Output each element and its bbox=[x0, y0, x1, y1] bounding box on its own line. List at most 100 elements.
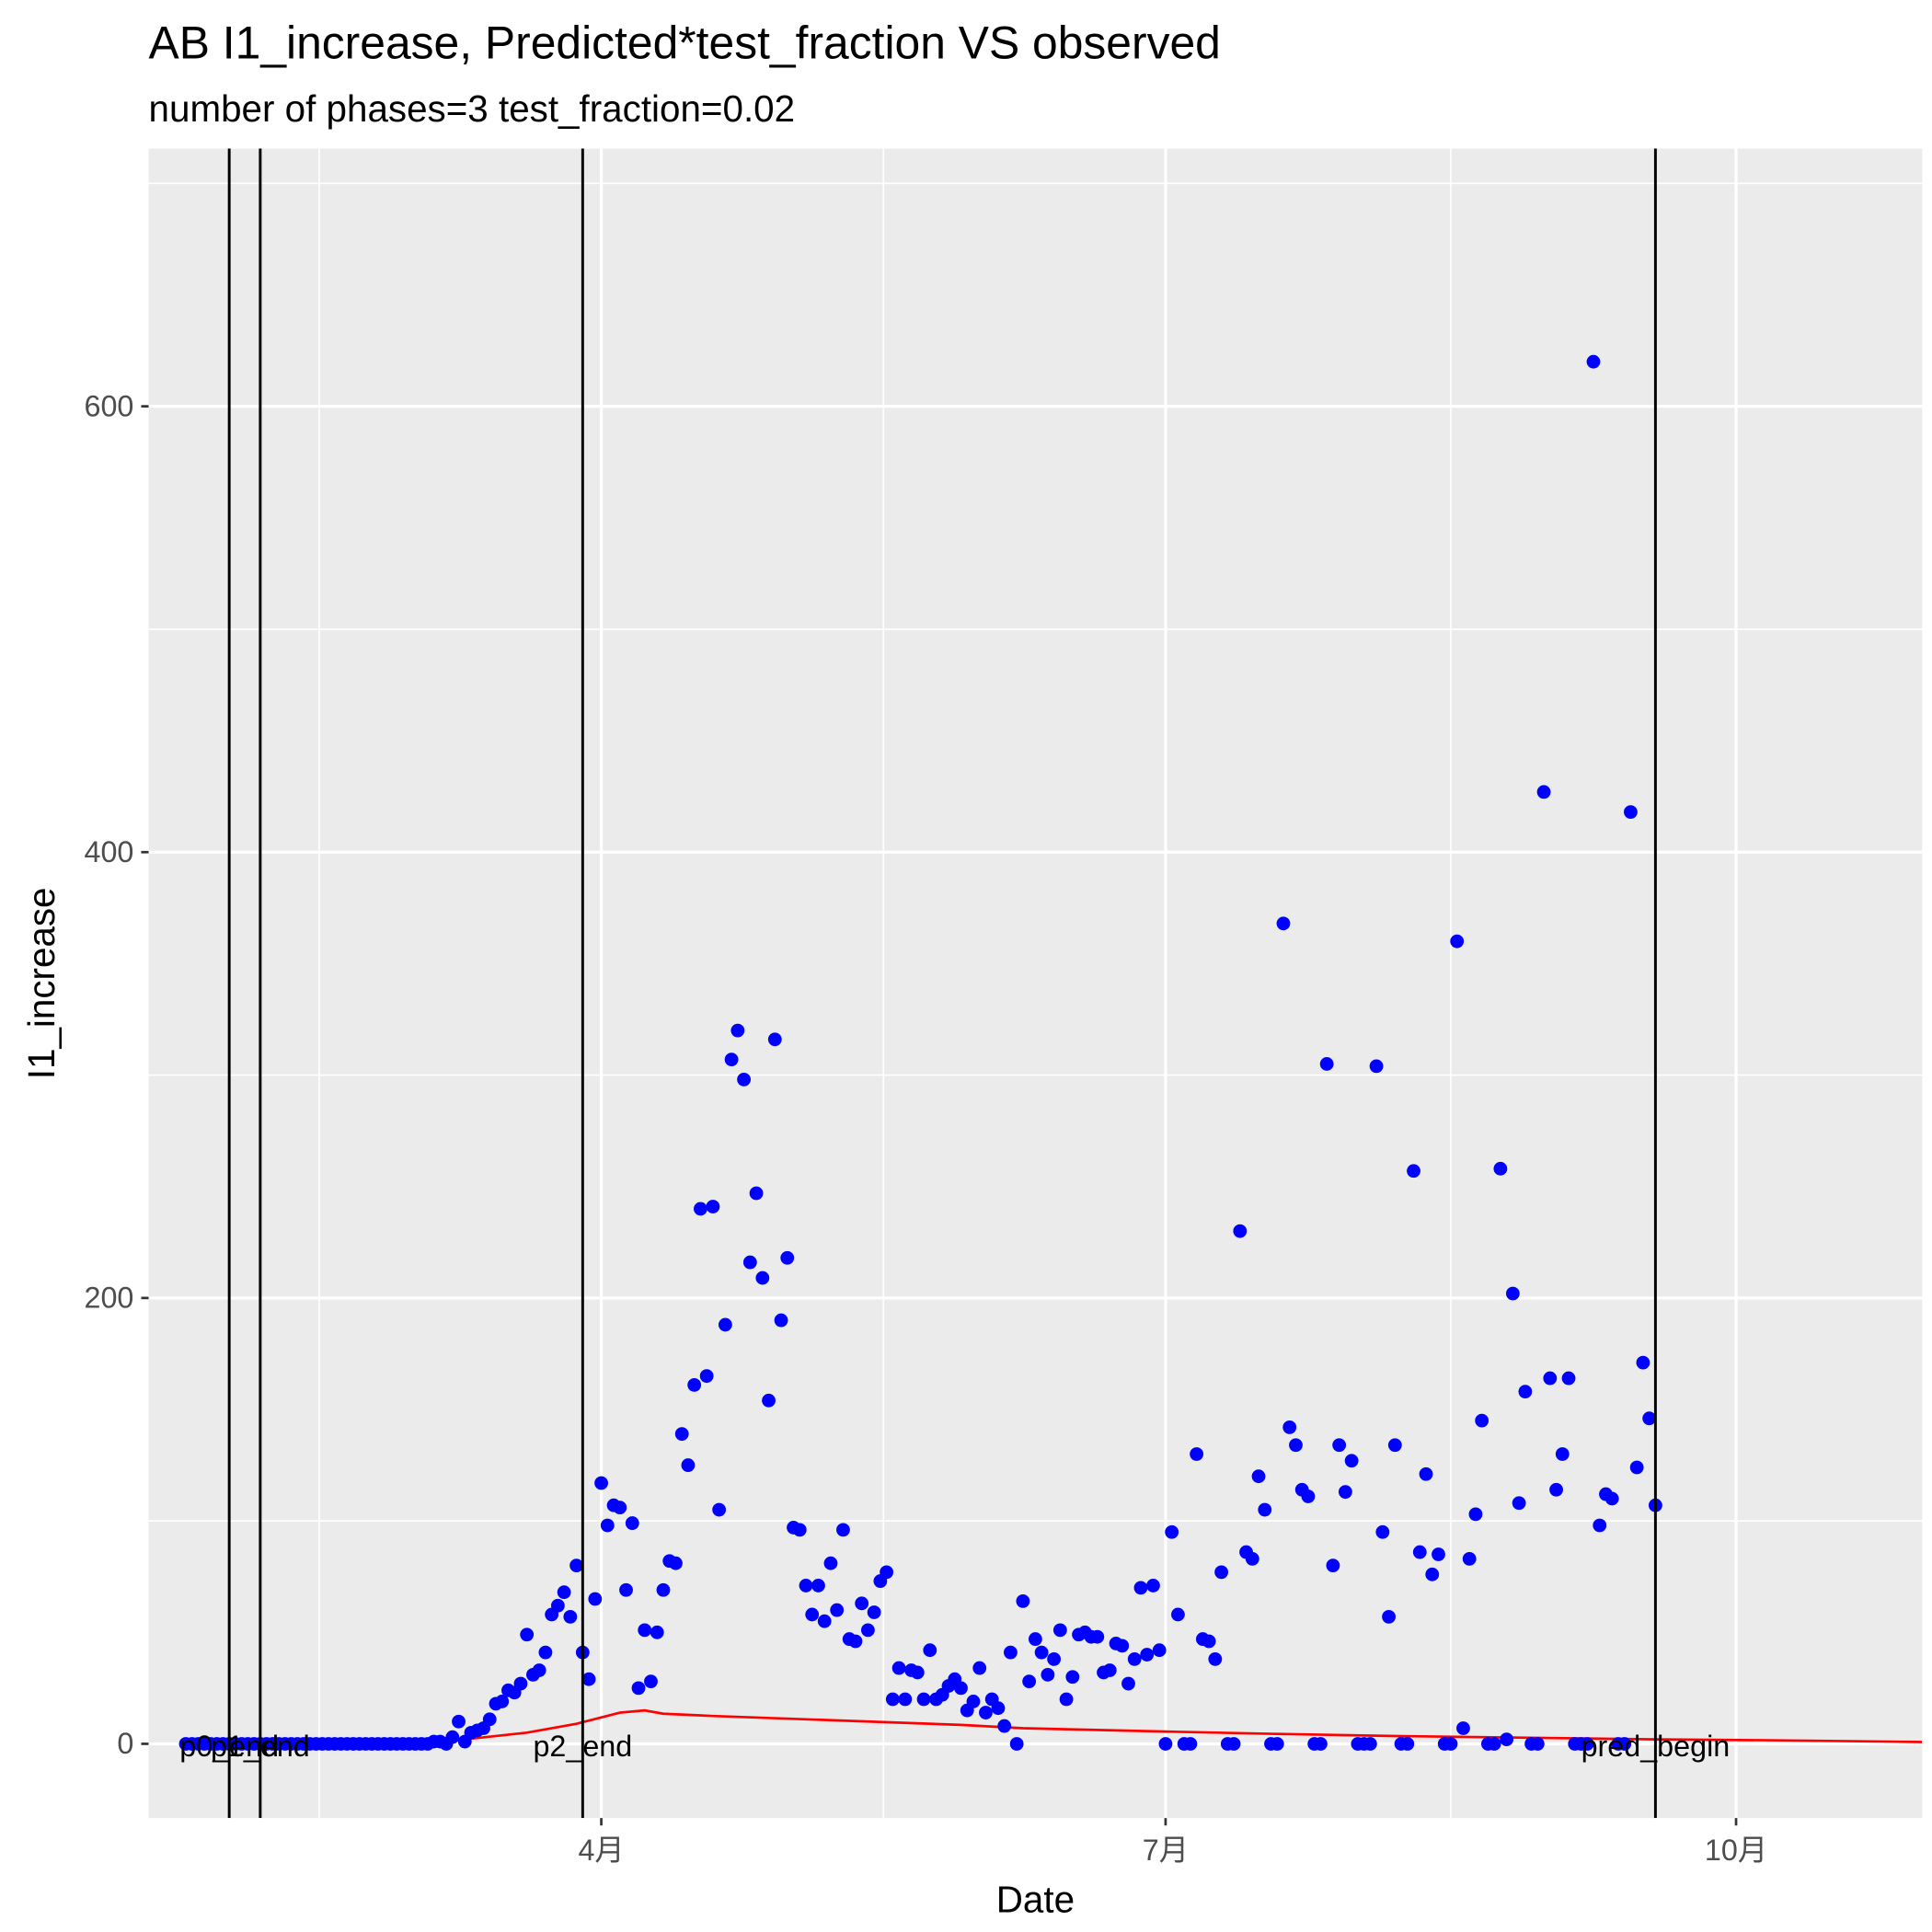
observed-point bbox=[1387, 1438, 1402, 1453]
observed-point bbox=[1276, 916, 1291, 931]
observed-point bbox=[1202, 1634, 1216, 1649]
x-axis-title: Date bbox=[996, 1878, 1075, 1920]
observed-point bbox=[954, 1681, 968, 1696]
observed-point bbox=[1121, 1676, 1135, 1691]
observed-point bbox=[1456, 1721, 1470, 1735]
observed-point bbox=[891, 1661, 906, 1675]
observed-point bbox=[767, 1032, 782, 1047]
observed-point bbox=[1289, 1438, 1303, 1453]
y-tick-label: 200 bbox=[84, 1282, 133, 1315]
observed-point bbox=[495, 1695, 510, 1708]
observed-point bbox=[581, 1672, 596, 1686]
observed-point bbox=[1190, 1447, 1204, 1461]
observed-point bbox=[1214, 1565, 1228, 1580]
observed-point bbox=[972, 1661, 987, 1675]
observed-point bbox=[656, 1582, 671, 1597]
observed-point bbox=[1443, 1737, 1458, 1751]
observed-point bbox=[991, 1701, 1006, 1716]
observed-point bbox=[588, 1592, 603, 1606]
y-tick-label: 400 bbox=[84, 835, 133, 868]
observed-point bbox=[1326, 1558, 1340, 1573]
observed-point bbox=[1127, 1651, 1142, 1666]
observed-point bbox=[762, 1393, 776, 1408]
observed-point bbox=[1041, 1667, 1055, 1682]
observed-point bbox=[718, 1317, 732, 1332]
observed-point bbox=[1065, 1670, 1080, 1685]
observed-point bbox=[1419, 1466, 1433, 1481]
observed-point bbox=[1425, 1567, 1440, 1581]
observed-point bbox=[1022, 1674, 1037, 1689]
observed-point bbox=[1171, 1607, 1185, 1622]
observed-point bbox=[1617, 1737, 1632, 1751]
observed-point bbox=[836, 1523, 850, 1537]
observed-point bbox=[699, 1369, 714, 1384]
phase-label: p0_end bbox=[179, 1730, 279, 1763]
observed-point bbox=[1009, 1737, 1024, 1751]
observed-point bbox=[1580, 1737, 1594, 1751]
x-tick-label: 10月 bbox=[1705, 1834, 1767, 1867]
observed-point bbox=[1407, 1164, 1420, 1179]
observed-point bbox=[1475, 1413, 1489, 1428]
observed-point bbox=[860, 1623, 875, 1638]
observed-point bbox=[694, 1202, 707, 1216]
observed-point bbox=[867, 1605, 881, 1619]
observed-point bbox=[1518, 1385, 1533, 1399]
observed-point bbox=[1543, 1371, 1558, 1386]
observed-point bbox=[687, 1377, 702, 1392]
observed-point bbox=[594, 1476, 608, 1490]
observed-point bbox=[923, 1643, 937, 1658]
observed-point bbox=[631, 1681, 646, 1696]
observed-point bbox=[1536, 785, 1551, 799]
observed-point bbox=[737, 1072, 751, 1087]
observed-point bbox=[550, 1598, 565, 1613]
observed-point bbox=[830, 1603, 845, 1617]
observed-point bbox=[1432, 1547, 1445, 1561]
observed-point bbox=[1245, 1551, 1259, 1566]
observed-point bbox=[880, 1565, 894, 1580]
observed-point bbox=[482, 1712, 497, 1727]
observed-point bbox=[1586, 354, 1601, 369]
observed-point bbox=[1400, 1737, 1415, 1751]
observed-point bbox=[1028, 1632, 1042, 1646]
observed-point bbox=[1375, 1524, 1390, 1539]
observed-point bbox=[625, 1516, 639, 1530]
observed-point bbox=[780, 1250, 795, 1265]
observed-point bbox=[916, 1692, 931, 1707]
observed-point bbox=[1642, 1411, 1657, 1426]
observed-point bbox=[1226, 1737, 1241, 1751]
observed-point bbox=[619, 1582, 633, 1597]
observed-point bbox=[1344, 1454, 1359, 1468]
observed-point bbox=[1270, 1737, 1284, 1751]
observed-point bbox=[1493, 1161, 1508, 1176]
chart-subtitle: number of phases=3 test_fraction=0.02 bbox=[149, 87, 796, 130]
observed-point bbox=[557, 1585, 571, 1600]
y-tick-label: 0 bbox=[117, 1727, 133, 1760]
observed-point bbox=[1593, 1518, 1607, 1533]
observed-point bbox=[1115, 1639, 1130, 1653]
observed-point bbox=[1561, 1371, 1576, 1386]
observed-point bbox=[1332, 1438, 1347, 1453]
observed-point bbox=[979, 1706, 993, 1719]
observed-point bbox=[600, 1518, 615, 1533]
observed-point bbox=[445, 1730, 460, 1744]
observed-point bbox=[1412, 1545, 1427, 1559]
observed-point bbox=[513, 1676, 528, 1691]
observed-point bbox=[1034, 1645, 1049, 1660]
observed-point bbox=[1059, 1692, 1074, 1707]
observed-point bbox=[669, 1556, 683, 1570]
observed-point bbox=[1047, 1651, 1062, 1666]
observed-point bbox=[520, 1627, 535, 1642]
observed-point bbox=[1165, 1524, 1179, 1539]
observed-point bbox=[1158, 1737, 1173, 1751]
observed-point bbox=[1140, 1648, 1155, 1662]
observed-point bbox=[966, 1695, 981, 1708]
observed-point bbox=[1152, 1643, 1167, 1658]
observed-point bbox=[774, 1313, 788, 1328]
chart-title: AB I1_increase, Predicted*test_fraction … bbox=[149, 17, 1221, 68]
phase-label: pred_begin bbox=[1581, 1730, 1731, 1763]
observed-point bbox=[1338, 1485, 1352, 1500]
observed-point bbox=[1636, 1355, 1650, 1370]
observed-point bbox=[1382, 1609, 1396, 1624]
